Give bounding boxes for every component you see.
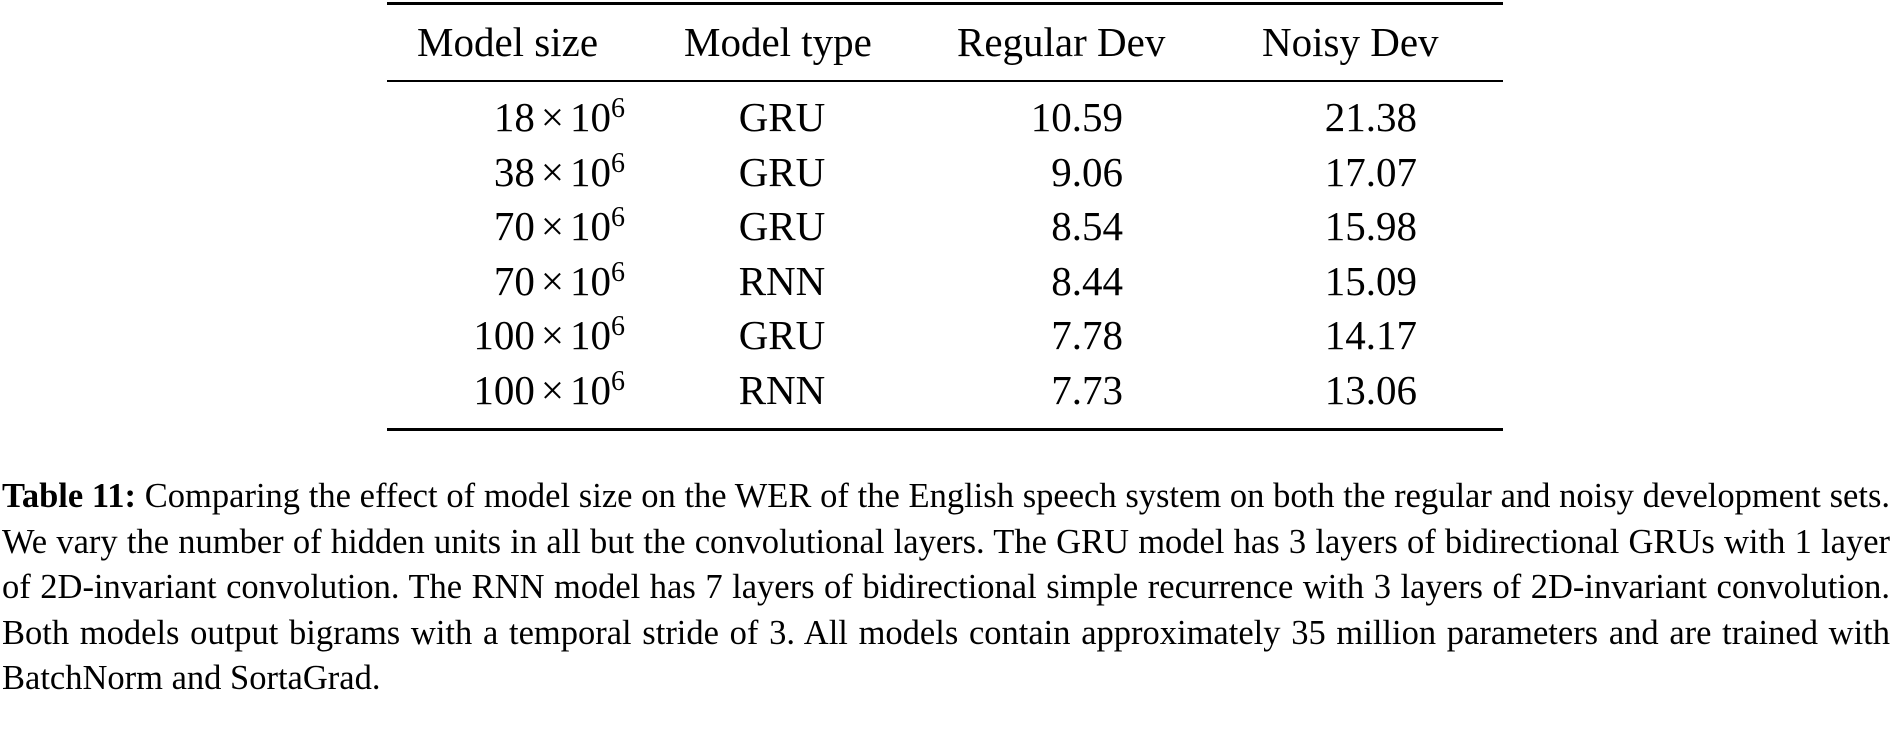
table-row: 70 × 106 RNN 8.44 15.09 <box>387 254 1503 309</box>
cell-noisy-dev: 17.07 <box>1324 148 1417 195</box>
cell-model-size: 70 × 106 <box>493 202 625 249</box>
cell-regular-dev: 7.73 <box>1051 366 1123 413</box>
cell-model-size: 100 × 106 <box>473 365 625 413</box>
cell-noisy-dev: 21.38 <box>1324 94 1417 140</box>
cell-model-type: RNN <box>738 257 826 304</box>
cell-model-size: 38 × 106 <box>493 147 625 195</box>
cell-regular-dev: 8.44 <box>1051 257 1123 304</box>
table-row: 38 × 106 GRU 9.06 17.07 <box>387 145 1503 200</box>
cell-noisy-dev: 15.98 <box>1324 203 1417 249</box>
header-regular-dev: Regular Dev <box>957 19 1166 65</box>
cell-regular-dev: 9.06 <box>1051 148 1123 195</box>
cell-noisy-dev: 13.06 <box>1324 366 1417 413</box>
header-model-type: Model type <box>684 19 872 65</box>
table-row: 100 × 106 RNN 7.73 13.06 <box>387 363 1503 418</box>
caption-text: Comparing the effect of model size on th… <box>2 477 1891 697</box>
cell-model-type: GRU <box>738 312 826 358</box>
header-model-size: Model size <box>417 19 599 65</box>
cell-regular-dev: 8.54 <box>1051 203 1123 249</box>
cell-model-type: GRU <box>738 148 826 195</box>
cell-model-size: 100 × 106 <box>473 311 625 358</box>
cell-model-type: GRU <box>738 94 826 140</box>
table-bottom-rule <box>387 428 1503 431</box>
cell-noisy-dev: 14.17 <box>1324 312 1417 358</box>
cell-model-size: 18 × 106 <box>493 93 625 140</box>
table-row: 70 × 106 GRU 8.54 15.98 <box>387 199 1503 254</box>
cell-model-type: RNN <box>738 366 826 413</box>
table-row: 100 × 106 GRU 7.78 14.17 <box>387 308 1503 363</box>
cell-regular-dev: 7.78 <box>1051 312 1123 358</box>
cell-model-type: GRU <box>738 203 826 249</box>
table-top-rule <box>387 2 1503 5</box>
header-noisy-dev: Noisy Dev <box>1262 19 1439 65</box>
cell-noisy-dev: 15.09 <box>1324 257 1417 304</box>
cell-regular-dev: 10.59 <box>1030 94 1123 140</box>
table-body: 18 × 106 GRU 10.59 21.38 38 × 106 GRU 9.06 1… <box>387 90 1503 417</box>
caption-label: Table 11: <box>2 477 137 515</box>
cell-model-size: 70 × 106 <box>493 256 625 304</box>
table-caption: Table 11: Comparing the effect of model … <box>2 474 1890 702</box>
table-header-rule <box>387 80 1503 82</box>
table-row: 18 × 106 GRU 10.59 21.38 <box>387 90 1503 145</box>
